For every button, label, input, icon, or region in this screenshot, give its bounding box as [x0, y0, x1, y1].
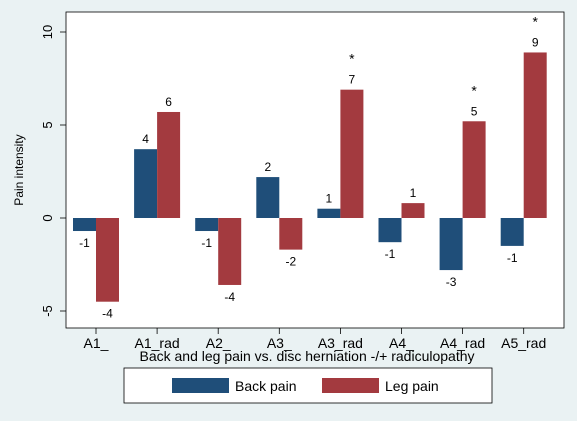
data-label: -1	[201, 236, 212, 250]
bar-leg-pain	[401, 203, 425, 218]
data-label: 7	[349, 73, 356, 87]
bar-back-pain	[134, 149, 158, 218]
data-label: -4	[102, 307, 113, 321]
bar-leg-pain	[96, 218, 119, 302]
bar-back-pain	[439, 218, 463, 271]
data-label: 5	[471, 104, 478, 118]
data-label: -1	[385, 247, 396, 261]
data-label: -3	[446, 275, 457, 289]
y-axis: -5 0 5 10	[40, 25, 66, 317]
x-tick-label: A5_rad	[501, 335, 546, 351]
legend: Back pain Leg pain	[123, 367, 493, 404]
data-label: 1	[326, 192, 333, 206]
x-axis-title: Back and leg pain vs. disc herniation -/…	[139, 348, 474, 364]
significance-marker: *	[349, 51, 355, 67]
data-label: -4	[224, 290, 235, 304]
legend-swatch-back-pain	[172, 378, 229, 393]
bar-leg-pain	[462, 121, 486, 218]
x-tick-label: A3_rad	[318, 335, 363, 351]
bar-back-pain	[378, 218, 402, 243]
data-label: -1	[79, 236, 90, 250]
y-tick-label: 10	[40, 25, 55, 39]
bar-back-pain	[500, 218, 524, 246]
legend-label-back-pain: Back pain	[235, 378, 296, 394]
legend-label-leg-pain: Leg pain	[385, 378, 439, 394]
y-tick-label: 0	[40, 214, 55, 221]
y-axis-title: Pain intensity	[12, 134, 26, 205]
data-label: -2	[285, 255, 296, 269]
data-label: 6	[165, 95, 172, 109]
data-label: 1	[410, 186, 417, 200]
bar-back-pain	[73, 218, 96, 232]
legend-box	[123, 367, 493, 404]
bar-back-pain	[195, 218, 219, 232]
significance-marker: *	[532, 13, 538, 29]
x-tick-label: A3_	[267, 335, 292, 351]
bar-back-pain	[317, 208, 341, 218]
legend-swatch-leg-pain	[322, 378, 379, 393]
bar-leg-pain	[157, 111, 181, 218]
bar-leg-pain	[279, 218, 303, 250]
data-label: 4	[142, 132, 149, 146]
y-tick-label: -5	[40, 305, 55, 317]
y-tick-label: 5	[40, 121, 55, 128]
x-axis: A1_ A1_rad A2_ A3_ A3_rad A4_ A4_rad A5_rad	[84, 328, 546, 351]
data-label: 9	[532, 35, 539, 49]
x-tick-label: A2_	[206, 335, 231, 351]
bar-leg-pain	[218, 218, 242, 285]
bar-leg-pain	[523, 52, 547, 219]
bar-back-pain	[256, 177, 280, 218]
bar-leg-pain	[340, 89, 364, 218]
x-tick-label: A1_	[84, 335, 109, 351]
x-tick-label: A1_rad	[135, 335, 180, 351]
data-label: -1	[507, 251, 518, 265]
x-tick-label: A4_	[389, 335, 414, 351]
significance-marker: *	[471, 82, 477, 98]
x-tick-label: A4_rad	[440, 335, 485, 351]
data-label: 2	[264, 160, 271, 174]
bars-layer: -1 -4 4 6 -1 -4 2 -2 1 7 -1 1 -3 5 -1 9 * * *	[73, 13, 547, 321]
